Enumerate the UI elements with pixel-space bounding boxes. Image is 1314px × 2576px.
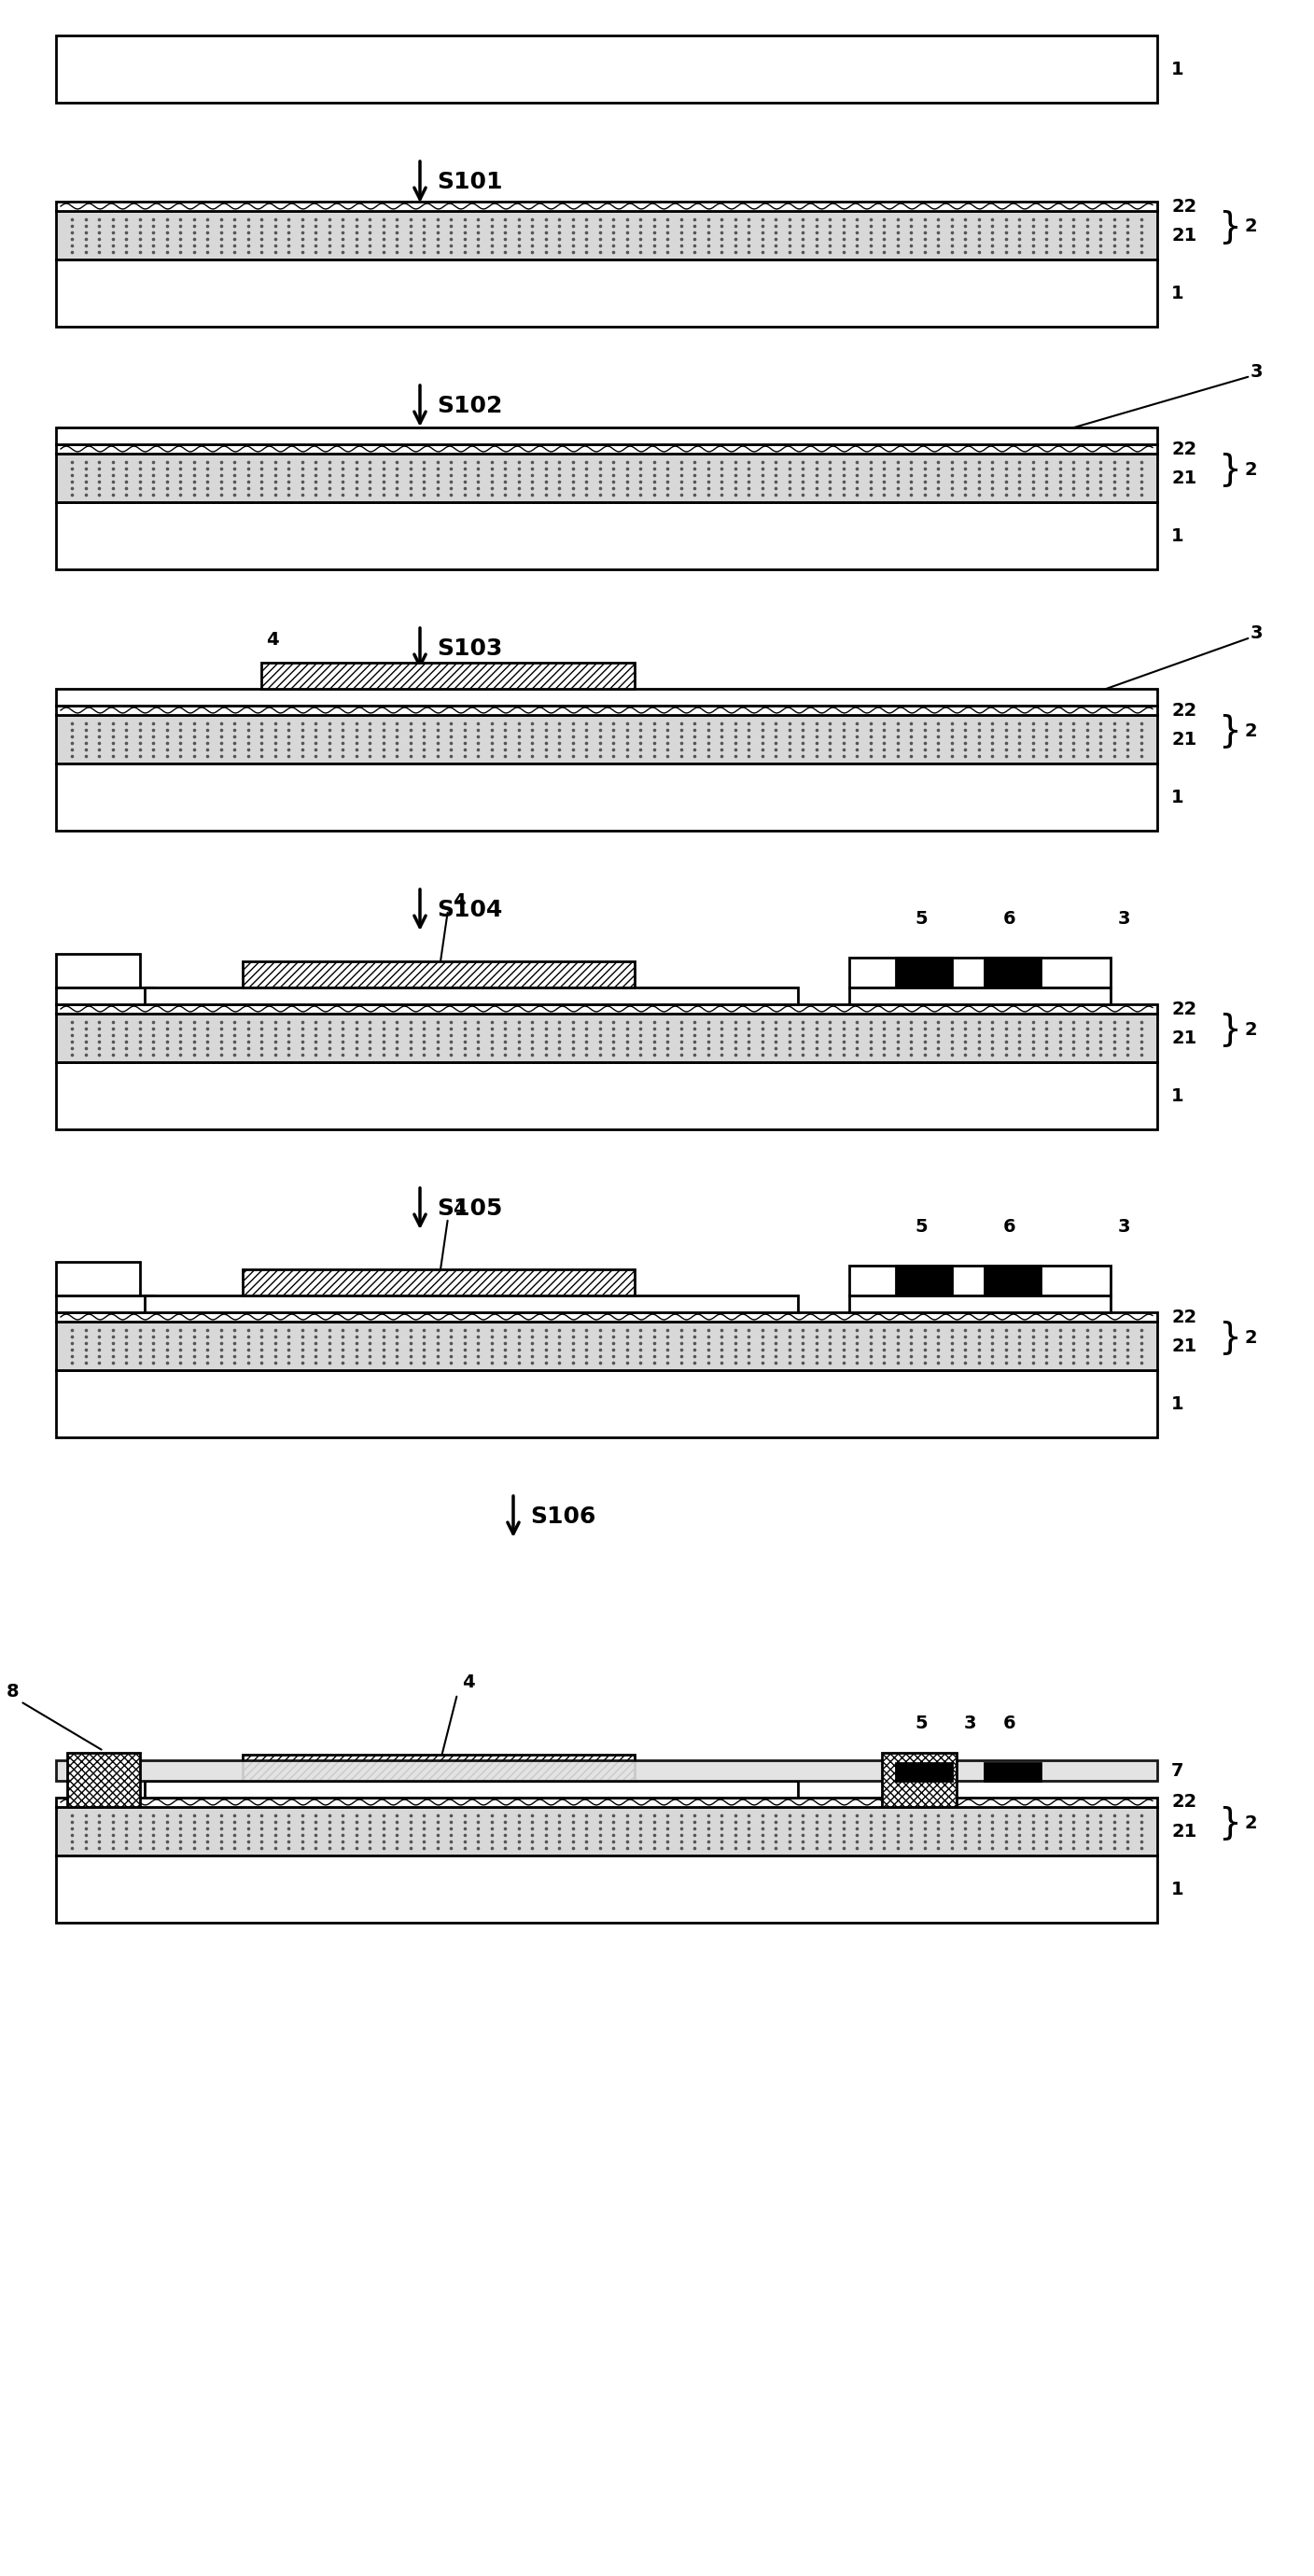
Text: 1: 1 xyxy=(1171,59,1184,77)
Text: }: } xyxy=(1218,1806,1240,1839)
Text: 6: 6 xyxy=(1003,1713,1016,1731)
Text: 21: 21 xyxy=(1171,1821,1197,1839)
Bar xyxy=(57,260,1158,327)
Bar xyxy=(57,987,154,1005)
Text: 3: 3 xyxy=(1251,363,1263,381)
Text: 3: 3 xyxy=(1251,623,1263,641)
Bar xyxy=(57,428,1158,443)
Text: 5: 5 xyxy=(915,1713,928,1731)
Text: 6: 6 xyxy=(1003,909,1016,927)
Bar xyxy=(243,1270,635,1296)
Bar xyxy=(57,201,1158,211)
Bar xyxy=(145,987,798,1005)
Text: }: } xyxy=(1218,714,1240,750)
Bar xyxy=(57,1262,141,1296)
Text: 3: 3 xyxy=(1118,1218,1130,1236)
Text: S105: S105 xyxy=(436,1198,502,1221)
Bar xyxy=(57,211,1158,260)
Text: 2: 2 xyxy=(1244,1020,1256,1038)
Text: 3: 3 xyxy=(964,1713,976,1731)
Text: 1: 1 xyxy=(1171,788,1184,806)
Text: 1: 1 xyxy=(1171,1880,1184,1899)
Bar xyxy=(57,762,1158,829)
Text: 4: 4 xyxy=(452,1200,465,1218)
Text: 21: 21 xyxy=(1171,227,1197,245)
Bar xyxy=(849,1265,1110,1296)
Text: }: } xyxy=(1218,1319,1240,1355)
Text: 4: 4 xyxy=(463,1672,474,1690)
Bar xyxy=(57,1005,1158,1012)
Bar xyxy=(67,1752,141,1806)
Text: S104: S104 xyxy=(436,899,502,922)
Bar xyxy=(57,953,141,987)
Text: 22: 22 xyxy=(1171,701,1197,719)
Bar xyxy=(145,1780,798,1798)
Text: 21: 21 xyxy=(1171,1337,1197,1355)
Text: 2: 2 xyxy=(1244,461,1256,479)
Text: 2: 2 xyxy=(1244,219,1256,234)
Bar xyxy=(896,1762,951,1780)
Bar xyxy=(849,987,1110,1005)
Text: S101: S101 xyxy=(436,170,502,193)
Bar xyxy=(57,1855,1158,1922)
Text: 22: 22 xyxy=(1171,1793,1197,1811)
Text: 5: 5 xyxy=(915,1218,928,1236)
Bar xyxy=(896,1265,951,1296)
Text: 1: 1 xyxy=(1171,1087,1184,1105)
Text: }: } xyxy=(1218,209,1240,245)
Bar xyxy=(261,662,635,688)
Text: 22: 22 xyxy=(1171,999,1197,1018)
Text: 2: 2 xyxy=(1244,721,1256,739)
Text: 1: 1 xyxy=(1171,1394,1184,1412)
Bar xyxy=(57,716,1158,762)
Bar xyxy=(984,958,1041,987)
Bar xyxy=(984,1762,1041,1780)
Text: 7: 7 xyxy=(1171,1762,1184,1780)
Text: 22: 22 xyxy=(1171,198,1197,216)
Bar xyxy=(57,443,1158,453)
Bar xyxy=(57,1759,1158,1780)
Bar xyxy=(849,1296,1110,1311)
Text: 22: 22 xyxy=(1171,1309,1197,1327)
Text: 2: 2 xyxy=(1244,1329,1256,1347)
Text: 21: 21 xyxy=(1171,469,1197,487)
Bar xyxy=(882,1752,957,1806)
Text: 6: 6 xyxy=(1003,1218,1016,1236)
Text: 21: 21 xyxy=(1171,1028,1197,1046)
Text: }: } xyxy=(1218,1012,1240,1048)
Bar xyxy=(243,1754,635,1780)
Bar xyxy=(57,1061,1158,1128)
Bar xyxy=(57,1370,1158,1437)
Text: 4: 4 xyxy=(452,891,465,909)
Bar xyxy=(984,1265,1041,1296)
Text: }: } xyxy=(1218,451,1240,487)
Bar xyxy=(243,961,635,987)
Bar xyxy=(57,1321,1158,1370)
Text: 21: 21 xyxy=(1171,732,1197,747)
Bar xyxy=(57,1296,154,1311)
Bar xyxy=(57,1311,1158,1321)
Bar xyxy=(145,1296,798,1311)
Text: 22: 22 xyxy=(1171,440,1197,459)
Bar xyxy=(57,453,1158,502)
Text: S102: S102 xyxy=(436,394,502,417)
Bar xyxy=(57,36,1158,103)
Text: 2: 2 xyxy=(1244,1814,1256,1832)
Text: S103: S103 xyxy=(436,636,502,659)
Bar xyxy=(57,688,1158,706)
Bar xyxy=(57,502,1158,569)
Text: 8: 8 xyxy=(7,1682,20,1700)
Bar xyxy=(57,706,1158,716)
Text: 1: 1 xyxy=(1171,528,1184,544)
Bar xyxy=(849,958,1110,987)
Bar xyxy=(57,1806,1158,1855)
Text: 3: 3 xyxy=(1118,909,1130,927)
Text: 5: 5 xyxy=(915,909,928,927)
Bar xyxy=(896,958,951,987)
Text: 4: 4 xyxy=(265,631,279,649)
Text: S106: S106 xyxy=(530,1504,595,1528)
Bar xyxy=(57,1012,1158,1061)
Bar xyxy=(57,1798,1158,1806)
Text: 1: 1 xyxy=(1171,283,1184,301)
